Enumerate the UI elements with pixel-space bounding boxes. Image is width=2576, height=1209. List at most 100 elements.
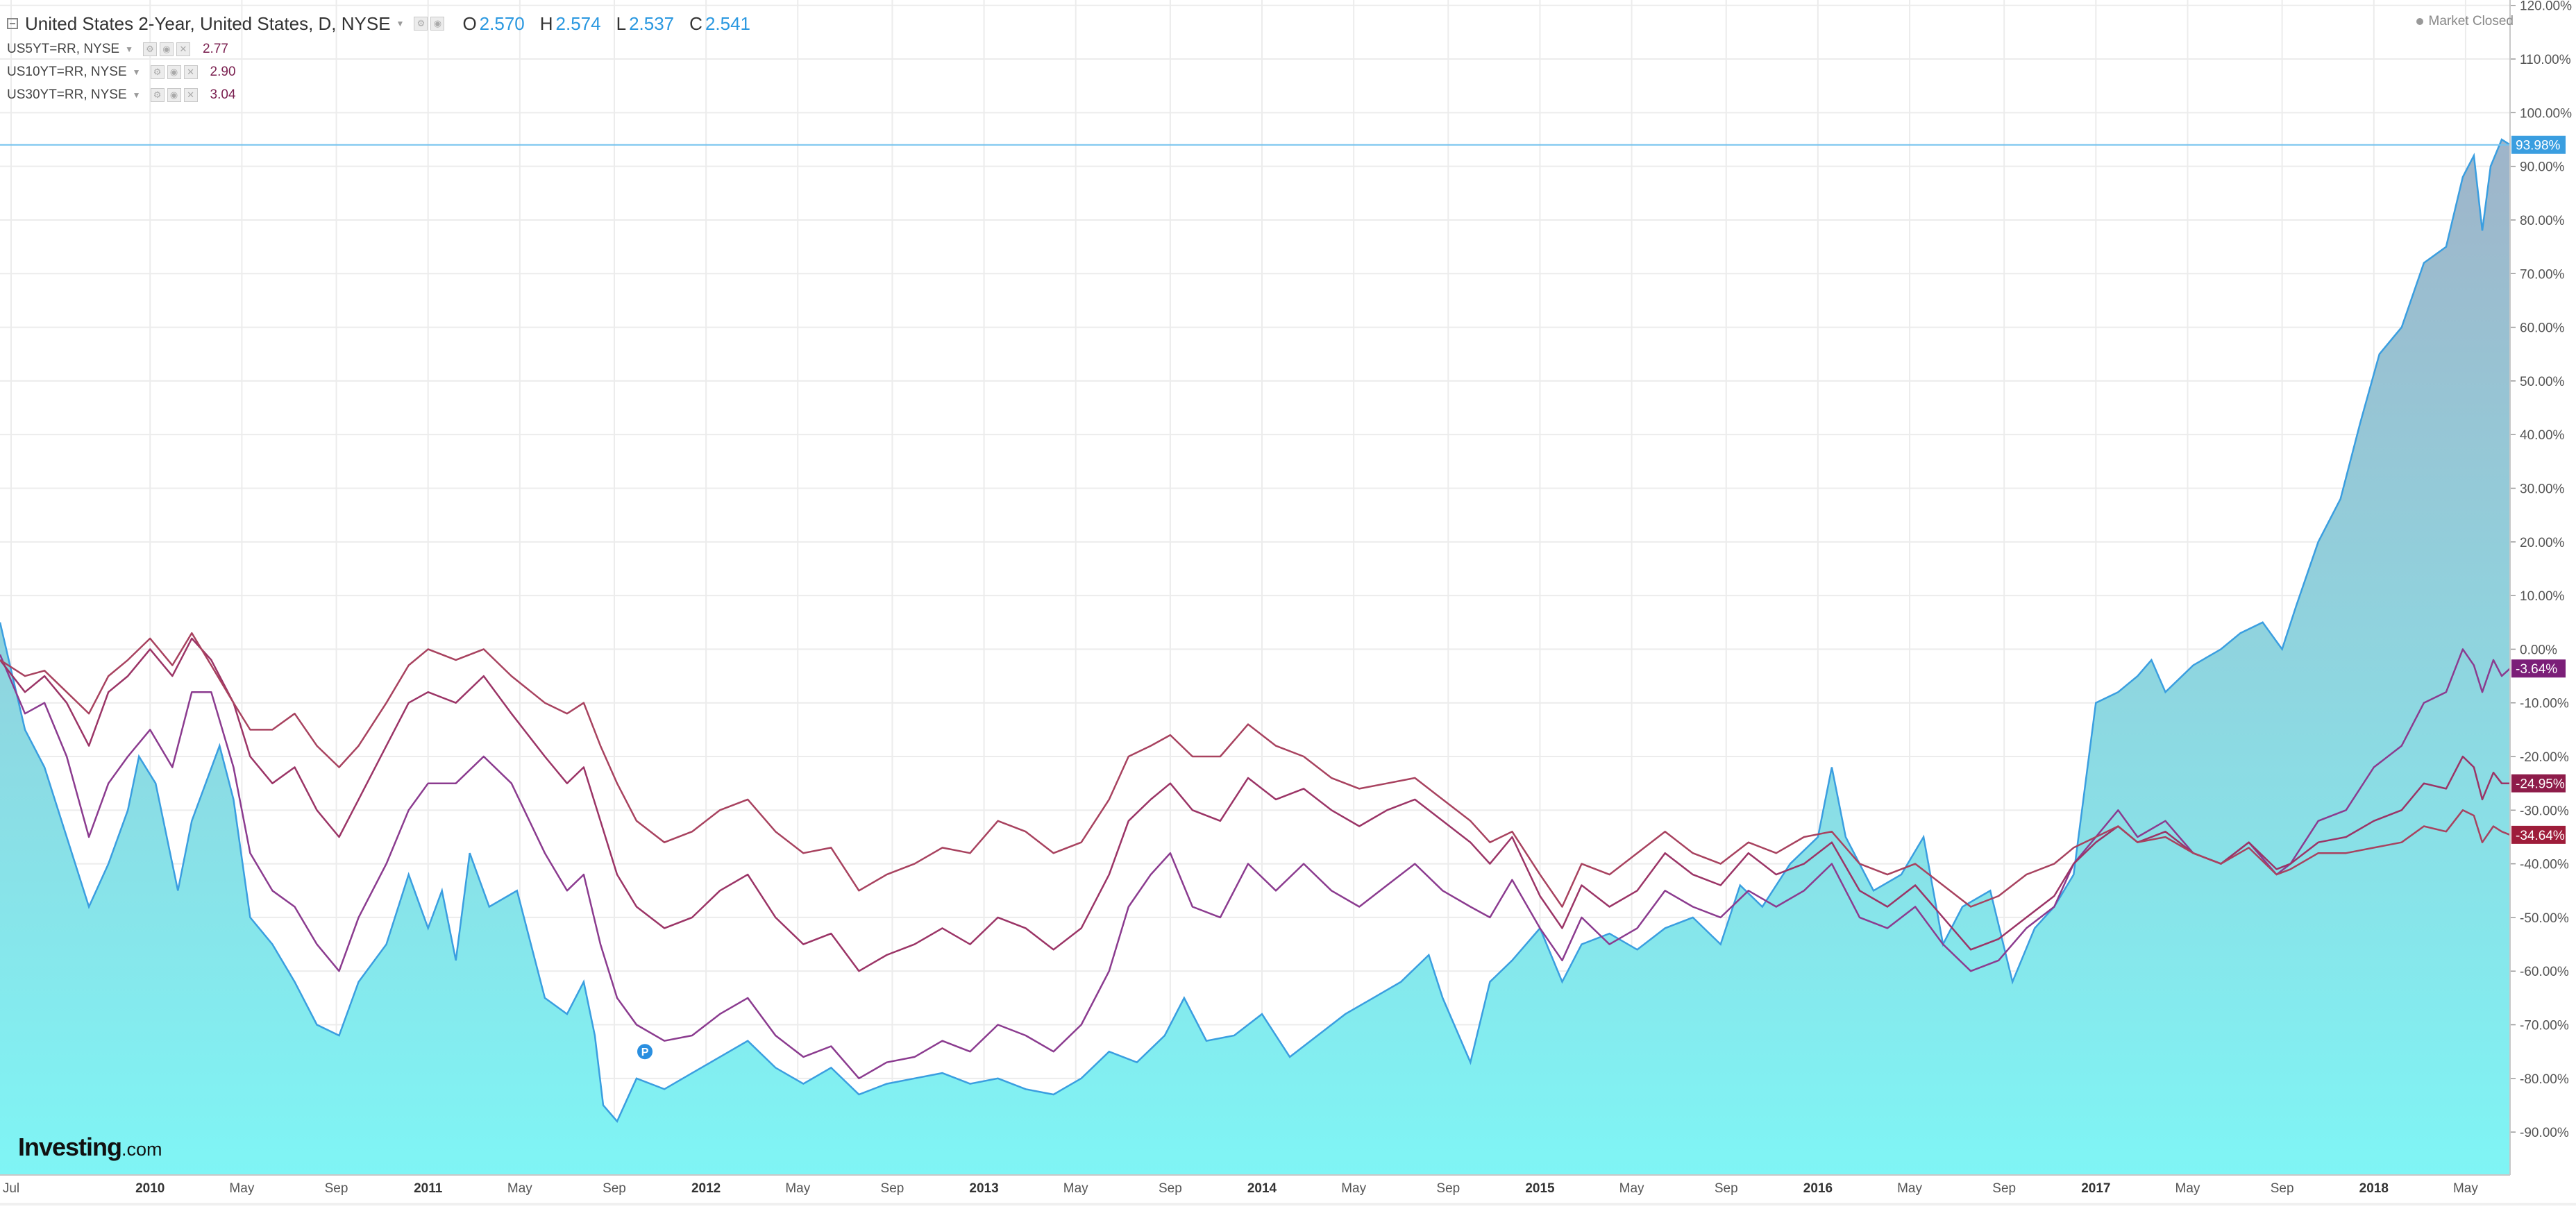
event-marker: P xyxy=(636,1042,655,1061)
logo-suffix: .com xyxy=(121,1139,162,1160)
series-2y-line xyxy=(0,138,2511,1123)
overlay-legend-row[interactable]: US5YT=RR, NYSE ▼ ⚙ ◉ ✕ 2.77 xyxy=(7,37,750,60)
price-label-5y-text: -3.64% xyxy=(2516,662,2557,677)
y-tick-label: 20.00% xyxy=(2520,536,2565,550)
chevron-down-icon[interactable]: ▼ xyxy=(125,44,133,54)
overlay-value: 2.90 xyxy=(210,64,236,79)
high-value: 2.574 xyxy=(555,12,601,34)
series-5y-line xyxy=(0,648,2511,1080)
settings-icon[interactable]: ⚙ xyxy=(142,42,157,56)
settings-icon[interactable]: ⚙ xyxy=(414,17,428,31)
low-key: L xyxy=(616,12,627,34)
x-tick-label: May xyxy=(1897,1181,1922,1196)
x-tick-label: May xyxy=(229,1181,254,1196)
x-tick-label: 2018 xyxy=(2359,1181,2389,1196)
settings-icon[interactable]: ⚙ xyxy=(150,87,165,102)
overlay-value: 3.04 xyxy=(210,87,236,102)
price-label-2y-text: 93.98% xyxy=(2516,139,2561,153)
x-tick-label: 2012 xyxy=(691,1181,721,1196)
price-label-5y: -3.64% xyxy=(2511,659,2566,678)
y-tick-label: 60.00% xyxy=(2520,321,2565,336)
x-tick-label: 2013 xyxy=(969,1181,998,1196)
hide-icon[interactable]: ◉ xyxy=(167,65,181,79)
y-tick-label: 0.00% xyxy=(2520,643,2557,657)
event-marker-label: P xyxy=(641,1047,649,1058)
price-label-10y: -24.95% xyxy=(2511,774,2566,793)
settings-icon[interactable]: ⚙ xyxy=(150,65,165,79)
market-status-text: Market Closed xyxy=(2428,14,2514,28)
overlay-legend-row[interactable]: US30YT=RR, NYSE ▼ ⚙ ◉ ✕ 3.04 xyxy=(7,83,750,106)
y-tick-label: 70.00% xyxy=(2520,267,2565,282)
hide-icon[interactable]: ◉ xyxy=(430,17,445,31)
collapse-toggle-icon[interactable] xyxy=(7,18,18,29)
x-tick-label: Sep xyxy=(325,1181,348,1196)
price-label-30y-bg xyxy=(2511,825,2566,844)
y-tick-label: -40.00% xyxy=(2520,858,2569,872)
y-tick-label: -20.00% xyxy=(2520,750,2569,765)
x-tick-label: Sep xyxy=(603,1181,626,1196)
y-tick-label: -10.00% xyxy=(2520,697,2569,711)
x-tick-label: 2014 xyxy=(1247,1181,1277,1196)
x-tick-label: May xyxy=(785,1181,810,1196)
price-label-10y-bg xyxy=(2511,774,2566,793)
overlay-legend-row[interactable]: US10YT=RR, NYSE ▼ ⚙ ◉ ✕ 2.90 xyxy=(7,60,750,83)
bottom-bar xyxy=(0,1203,2576,1206)
price-label-30y-text: -34.64% xyxy=(2516,829,2565,843)
series-2y-area xyxy=(0,140,2510,1175)
x-tick-label: May xyxy=(2453,1181,2478,1196)
x-tick-label: Sep xyxy=(2271,1181,2294,1196)
price-label-30y: -34.64% xyxy=(2511,825,2566,844)
x-tick-label: Sep xyxy=(1436,1181,1460,1196)
chevron-down-icon[interactable]: ▼ xyxy=(132,67,141,77)
chevron-down-icon[interactable]: ▼ xyxy=(396,19,405,28)
close-icon[interactable]: ✕ xyxy=(176,42,190,56)
y-tick-label: 10.00% xyxy=(2520,589,2565,604)
x-tick-label: 2010 xyxy=(135,1181,165,1196)
y-tick-label: 100.00% xyxy=(2520,106,2572,121)
x-tick-label: May xyxy=(507,1181,532,1196)
high-key: H xyxy=(539,12,553,34)
main-series-title: United States 2-Year, United States, D, … xyxy=(25,12,391,34)
chevron-down-icon[interactable]: ▼ xyxy=(132,90,141,100)
close-icon[interactable]: ✕ xyxy=(183,65,198,79)
event-marker-circle xyxy=(636,1042,655,1061)
close-value: 2.541 xyxy=(705,12,751,34)
y-tick-label: -90.00% xyxy=(2520,1126,2569,1140)
price-label-2y-bg xyxy=(2511,135,2566,154)
overlay-value: 2.77 xyxy=(202,41,228,56)
overlay-label: US30YT=RR, NYSE xyxy=(7,87,127,102)
y-tick-label: 40.00% xyxy=(2520,428,2565,443)
x-tick-label: 2011 xyxy=(414,1181,443,1196)
y-tick-label: -70.00% xyxy=(2520,1019,2569,1033)
y-tick-label: -60.00% xyxy=(2520,965,2569,979)
x-tick-label: May xyxy=(1341,1181,1366,1196)
series-layer: P xyxy=(0,138,2511,1175)
y-tick-label: -80.00% xyxy=(2520,1072,2569,1087)
x-tick-label: Sep xyxy=(1715,1181,1738,1196)
x-tick-label: May xyxy=(1063,1181,1088,1196)
hide-icon[interactable]: ◉ xyxy=(167,87,181,102)
open-key: O xyxy=(462,12,477,34)
y-tick-label: 80.00% xyxy=(2520,214,2565,228)
status-dot-icon xyxy=(2416,18,2423,25)
hide-icon[interactable]: ◉ xyxy=(159,42,174,56)
x-tick-label: May xyxy=(1619,1181,1644,1196)
series-30y-line xyxy=(0,632,2511,908)
x-tick-label: Jul xyxy=(3,1181,19,1196)
x-tick-label: Sep xyxy=(1992,1181,2016,1196)
y-tick-label: 30.00% xyxy=(2520,482,2565,496)
x-tick-label: 2017 xyxy=(2081,1181,2110,1196)
close-icon[interactable]: ✕ xyxy=(183,87,198,102)
price-labels: 93.98% -3.64% -24.95% -34.64% xyxy=(2511,135,2566,844)
overlay-label: US5YT=RR, NYSE xyxy=(7,41,120,56)
main-legend-row[interactable]: United States 2-Year, United States, D, … xyxy=(7,10,750,37)
price-label-5y-bg xyxy=(2511,659,2566,678)
y-tick-label: -50.00% xyxy=(2520,911,2569,926)
x-tick-label: Sep xyxy=(1159,1181,1182,1196)
x-tick-label: May xyxy=(2175,1181,2200,1196)
logo-brand: Investing xyxy=(18,1133,122,1161)
price-label-10y-text: -24.95% xyxy=(2516,777,2565,792)
